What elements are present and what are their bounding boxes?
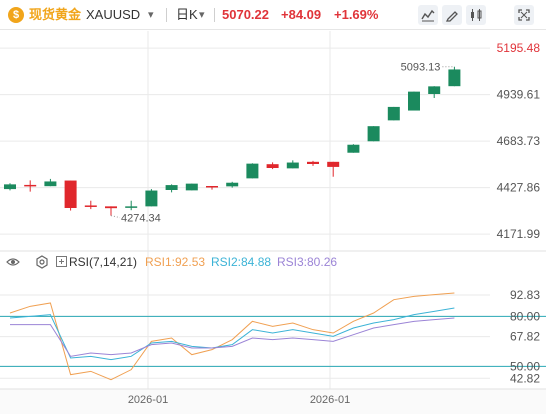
indicator-expand-icon[interactable]	[56, 253, 67, 272]
rsi-axis-label: 92.83	[510, 288, 540, 302]
candle	[387, 106, 400, 121]
price-axis-label: 5195.48	[497, 41, 541, 55]
rsi3-value: RSI3:80.26	[277, 255, 338, 269]
candle	[64, 180, 77, 211]
time-axis-label: 2026-01	[128, 394, 168, 406]
candle-body	[206, 186, 218, 188]
price-axis-label: 4427.86	[497, 181, 541, 195]
price-chart[interactable]: 5195.48 4939.61 4683.73 4427.86 4171.99 92.8…	[0, 30, 546, 414]
candle-body	[125, 206, 138, 208]
candle	[4, 183, 16, 191]
candle-body	[408, 91, 420, 111]
candle-body	[105, 206, 117, 209]
candle	[327, 161, 340, 177]
candle	[84, 200, 97, 210]
candle	[266, 162, 279, 170]
rsi-line-rsi1	[9, 292, 455, 381]
price-change-percent: +1.69%	[334, 7, 379, 22]
rsi2-value: RSI2:84.88	[211, 255, 272, 269]
candle-body	[428, 86, 441, 94]
rsi-axis-label: 42.82	[510, 371, 540, 385]
settings-icon[interactable]	[35, 253, 49, 274]
candle	[448, 66, 461, 87]
price-axis-label: 4171.99	[497, 227, 541, 241]
rsi-axis-label: 50.00	[510, 359, 540, 373]
candle-body	[347, 144, 360, 153]
candle-body	[84, 205, 97, 207]
candle	[125, 200, 138, 211]
candle-body	[266, 164, 279, 168]
candle-body	[448, 69, 461, 87]
candle-body	[226, 182, 239, 187]
candle-body	[387, 106, 400, 121]
candle-body	[44, 181, 57, 187]
candle-body	[24, 184, 37, 187]
indicator-name[interactable]: RSI(7,14,21)	[69, 255, 138, 269]
candle	[246, 163, 259, 179]
time-axis	[0, 389, 546, 414]
candle	[226, 181, 239, 188]
timeframe-selector[interactable]: 日K	[176, 7, 198, 22]
candle	[408, 91, 420, 111]
price-axis-label: 4939.61	[497, 88, 541, 102]
rsi1-value: RSI1:92.53	[145, 255, 206, 269]
candle-body	[185, 183, 198, 191]
rsi-axis-label: 80.00	[510, 309, 540, 323]
price-axis-label: 4683.73	[497, 134, 541, 148]
toolbar-divider	[214, 8, 215, 22]
candle	[206, 186, 218, 190]
line-chart-icon[interactable]	[418, 5, 438, 25]
fullscreen-icon[interactable]	[514, 5, 534, 25]
draw-pen-icon[interactable]	[442, 5, 462, 25]
gold-coin-icon: $	[8, 7, 24, 23]
symbol-code[interactable]: XAUUSD	[86, 7, 141, 22]
candle	[367, 126, 380, 142]
rsi-line-rsi2	[9, 307, 455, 361]
symbol-name[interactable]: 现货黄金	[29, 7, 82, 22]
candle	[347, 144, 360, 153]
candle	[307, 160, 319, 166]
candle-body	[64, 180, 77, 208]
candle-body	[327, 161, 340, 167]
price-change: +84.09	[281, 7, 322, 22]
high-price-label: 5093.13	[401, 62, 441, 74]
candle-body	[286, 162, 299, 169]
candle	[165, 184, 178, 193]
eye-icon[interactable]	[6, 253, 20, 274]
rsi-axis-label: 67.82	[510, 330, 540, 344]
timeframe-dropdown-icon[interactable]: ▾	[199, 9, 205, 21]
low-price-marker	[110, 215, 121, 219]
candle-body	[165, 185, 178, 190]
rsi-line-rsi3	[10, 317, 455, 357]
candle	[105, 206, 117, 216]
toolbar-divider	[166, 8, 167, 22]
last-price: 5070.22	[222, 7, 269, 22]
candle-body	[307, 161, 319, 164]
candle-body	[367, 126, 380, 142]
candle-body	[246, 163, 259, 179]
candle-body	[4, 184, 16, 190]
symbol-toolbar: $ 现货黄金 XAUUSD ▾ 日K ▾ 5070.22 +84.09 +1.6…	[0, 0, 546, 30]
low-price-label: 4274.34	[121, 213, 161, 225]
candle-type-icon[interactable]	[466, 5, 486, 25]
time-axis-label: 2026-01	[310, 394, 350, 406]
candle	[145, 189, 158, 207]
candle	[428, 86, 441, 98]
candle-body	[145, 190, 158, 207]
candle	[185, 183, 198, 191]
candle	[44, 178, 57, 187]
candle	[286, 160, 299, 169]
symbol-dropdown-icon[interactable]: ▾	[148, 9, 154, 21]
candle	[24, 180, 37, 192]
